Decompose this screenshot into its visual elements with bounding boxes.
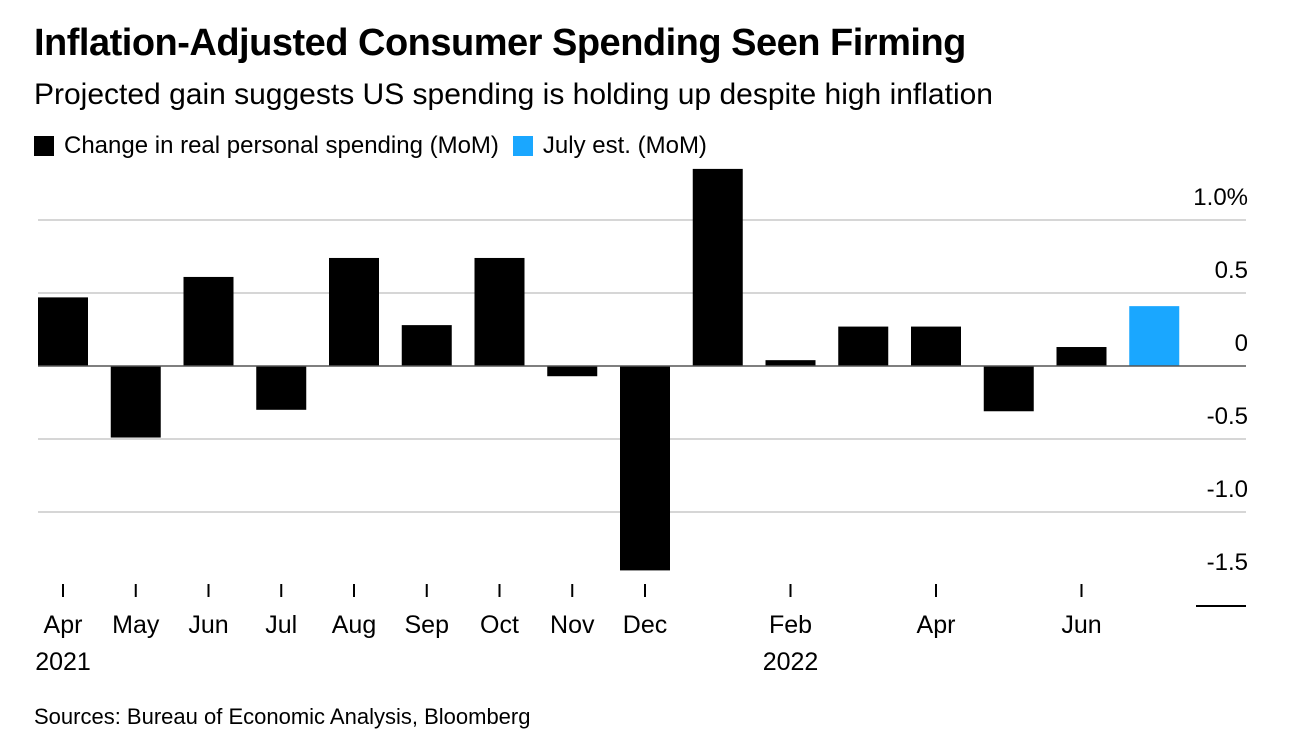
bar-real-spending xyxy=(329,257,379,366)
x-tick-label: Jun xyxy=(1061,611,1101,639)
bar-real-spending xyxy=(692,168,743,366)
x-tick-year-label: 2021 xyxy=(35,648,91,676)
x-tick-label: May xyxy=(112,611,160,639)
y-tick-label: 0.5 xyxy=(1215,257,1248,284)
legend-item-real-spending: Change in real personal spending (MoM) xyxy=(34,132,499,160)
x-tick-label: Jun xyxy=(188,611,228,639)
bar-real-spending xyxy=(401,325,452,366)
y-tick-label: -0.5 xyxy=(1207,403,1248,430)
x-tick-label: Feb xyxy=(769,611,812,639)
bar-real-spending xyxy=(911,326,961,366)
x-tick-year-label: 2022 xyxy=(763,648,819,676)
bar-real-spending xyxy=(256,366,307,410)
legend-label-real-spending: Change in real personal spending (MoM) xyxy=(64,132,499,159)
legend: Change in real personal spending (MoM) J… xyxy=(34,132,721,160)
bar-real-spending xyxy=(547,366,598,377)
y-tick-label: -1.5 xyxy=(1207,549,1248,576)
bar-real-spending xyxy=(183,276,234,366)
y-tick-label: -1.0 xyxy=(1207,476,1248,503)
x-tick-label: Aug xyxy=(332,611,376,639)
legend-swatch-black xyxy=(34,136,54,156)
bar-real-spending xyxy=(620,366,670,571)
x-tick-label: Oct xyxy=(480,611,519,639)
y-tick-label: 1.0% xyxy=(1193,184,1248,211)
bar-real-spending xyxy=(110,366,161,438)
x-tick-label: Jul xyxy=(265,611,297,639)
bar-real-spending xyxy=(474,257,525,366)
chart-subtitle: Projected gain suggests US spending is h… xyxy=(34,78,993,111)
x-tick-label: Apr xyxy=(44,611,83,639)
legend-label-july-est: July est. (MoM) xyxy=(542,132,707,159)
x-tick-label: Dec xyxy=(623,611,667,639)
chart-title: Inflation-Adjusted Consumer Spending See… xyxy=(34,22,966,64)
bar-real-spending xyxy=(983,366,1034,412)
legend-swatch-blue xyxy=(512,136,533,156)
x-tick-label: Sep xyxy=(405,611,449,639)
bar-real-spending xyxy=(838,326,889,366)
bar-real-spending xyxy=(765,360,816,366)
y-tick-label: 0 xyxy=(1235,330,1248,357)
bar-july-estimate xyxy=(1129,306,1180,366)
bar-real-spending xyxy=(38,297,88,366)
legend-item-july-est: July est. (MoM) xyxy=(512,132,707,160)
x-tick-label: Nov xyxy=(550,611,595,639)
bar-real-spending xyxy=(1056,347,1107,366)
source-note: Sources: Bureau of Economic Analysis, Bl… xyxy=(34,704,531,729)
x-tick-label: Apr xyxy=(917,611,956,639)
